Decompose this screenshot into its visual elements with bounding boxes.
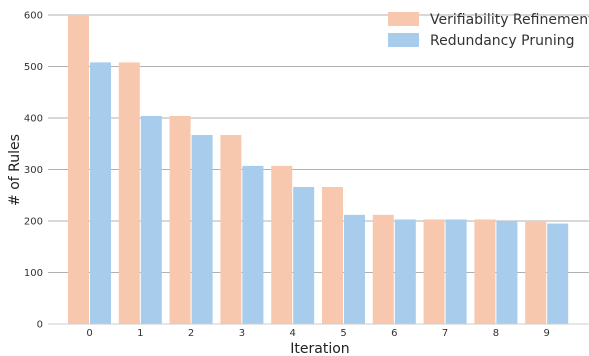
bar-verifiability-6: [372, 214, 394, 324]
y-tick-label: 0: [37, 320, 43, 331]
bar-redundancy-5: [344, 214, 365, 324]
x-tick-label: 2: [188, 328, 194, 339]
legend-swatch-redundancy: [388, 33, 419, 47]
bar-redundancy-0: [90, 62, 111, 324]
x-tick-labels: 0 1 2 3 4 5 6 7 8 9: [86, 328, 550, 339]
legend-label-verifiability: Verifiability Refinement: [430, 12, 589, 28]
x-tick-label: 0: [86, 328, 92, 339]
x-tick-label: 7: [442, 328, 448, 339]
bar-verifiability-8: [474, 219, 496, 324]
bar-redundancy-3: [242, 165, 264, 324]
bar-redundancy-9: [547, 223, 569, 324]
bar-verifiability-2: [169, 115, 191, 324]
bar-redundancy-8: [496, 221, 518, 324]
bar-verifiability-9: [525, 221, 547, 324]
y-tick-label: 500: [24, 62, 43, 73]
x-tick-label: 9: [544, 328, 550, 339]
x-tick-label: 4: [290, 328, 296, 339]
y-tick-label: 600: [24, 11, 43, 22]
x-tick-label: 8: [493, 328, 499, 339]
bar-redundancy-1: [140, 115, 162, 324]
bar-verifiability-1: [118, 62, 140, 324]
legend-swatch-verifiability: [388, 12, 419, 26]
bars: [68, 15, 569, 324]
y-tick-label: 300: [24, 165, 43, 176]
bar-verifiability-5: [322, 187, 343, 324]
bar-redundancy-6: [394, 219, 416, 324]
y-axis-label: # of Rules: [7, 134, 23, 206]
bar-redundancy-2: [191, 134, 213, 324]
x-tick-label: 1: [137, 328, 143, 339]
y-tick-label: 100: [24, 268, 43, 279]
y-tick-labels: 0 100 200 300 400 500 600: [24, 11, 43, 331]
legend-label-redundancy: Redundancy Pruning: [430, 33, 574, 49]
bar-verifiability-0: [68, 15, 89, 324]
x-tick-label: 5: [340, 328, 346, 339]
x-tick-label: 3: [239, 328, 245, 339]
legend: Verifiability Refinement Redundancy Prun…: [388, 12, 589, 49]
bar-redundancy-7: [445, 219, 467, 324]
bar-verifiability-4: [271, 165, 293, 324]
bar-verifiability-7: [423, 219, 445, 324]
bar-verifiability-3: [220, 134, 242, 324]
y-tick-label: 200: [24, 217, 43, 228]
x-axis-label: Iteration: [290, 341, 349, 356]
y-tick-label: 400: [24, 114, 43, 125]
x-tick-label: 6: [391, 328, 397, 339]
bar-redundancy-4: [293, 187, 315, 324]
